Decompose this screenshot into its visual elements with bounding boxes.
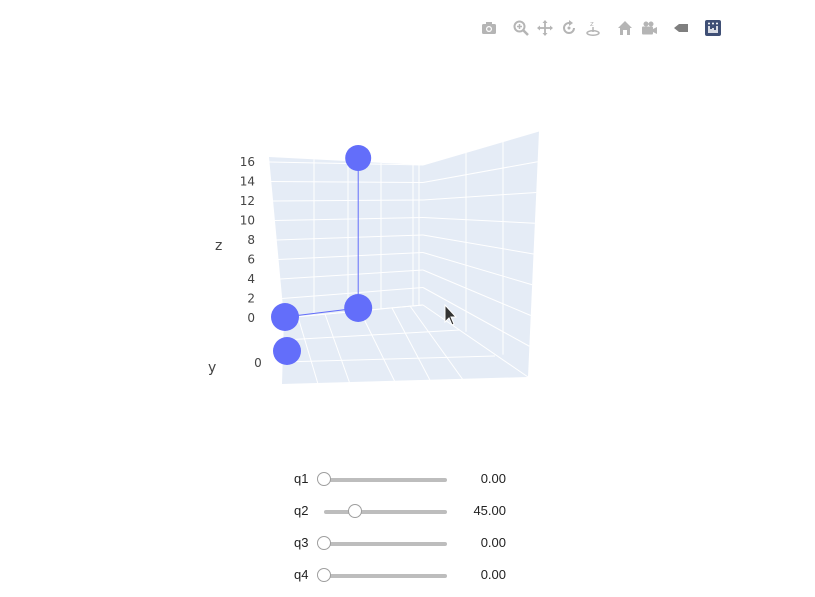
z-gridline-right [422,252,533,286]
z-gridline-right [422,287,530,347]
modebar: z [478,17,726,39]
pan-icon[interactable] [534,17,556,39]
slider-track[interactable] [324,542,447,546]
svg-text:z: z [590,20,594,28]
slider-handle[interactable] [317,568,331,582]
z-gridline-right [422,234,534,255]
home-icon[interactable] [614,17,636,39]
x-gridline-floor [391,307,433,385]
z-gridline-back [282,287,424,299]
slider-handle[interactable] [347,504,362,518]
slider-label: q3 [294,535,309,550]
z-gridline-back [280,269,424,280]
slider-row-q1: q1 0.00 [294,467,524,491]
slider-row-q3: q3 0.00 [294,531,524,555]
z-tick-label: 2 [247,292,255,306]
z-gridline-right [422,217,535,224]
data-point-marker[interactable] [273,337,301,365]
z-tick-label: 16 [240,155,255,169]
slider-track[interactable] [324,478,447,482]
z-gridline-back [270,181,424,183]
slider-row-q2: q2 45.00 [294,499,524,523]
camera-icon[interactable] [478,17,500,39]
scene-floor [282,305,528,384]
y-axis-title: y [208,360,216,376]
z-tick-label: 14 [240,175,255,189]
data-point-marker[interactable] [271,303,299,331]
slider-label: q4 [294,567,309,582]
slider-track[interactable] [324,574,447,578]
z-gridline-back [276,234,424,241]
mouse-cursor-icon [444,304,458,326]
slider-value: 0.00 [480,567,506,582]
z-tick-label: 8 [247,233,255,247]
slider-track[interactable] [324,510,447,514]
x-gridline-floor [324,313,351,385]
z-tick-label: 10 [240,214,255,228]
z-gridline-back [268,161,424,166]
slider-label: q1 [294,471,309,486]
x-gridline-floor [297,316,319,385]
z-gridline-back [278,252,424,260]
plotly-logo-icon[interactable] [702,17,724,39]
slider-label: q2 [294,503,309,518]
z-gridline-right [422,161,538,183]
slider-value: 45.00 [473,503,506,518]
x-gridline-floor [359,310,397,385]
zoom-icon[interactable] [510,17,532,39]
x-gridline-floor [409,305,467,385]
z-gridline-back [274,217,424,221]
z-tick-label: 0 [247,311,255,325]
orbit-rotation-icon[interactable] [558,17,580,39]
camera-video-icon[interactable] [638,17,660,39]
z-gridline-right [422,192,537,201]
z-tick-label: 12 [240,194,255,208]
z-axis-title: z [215,238,222,254]
y-gridline-floor [283,329,461,341]
slider-handle[interactable] [317,536,331,550]
slider-value: 0.00 [480,471,506,486]
z-tick-label: 6 [247,253,255,267]
z-gridline-right [422,304,529,378]
slider-value: 0.00 [480,535,506,550]
y-tick-label: 0 [254,356,262,370]
data-point-marker[interactable] [344,294,373,322]
slider-handle[interactable] [317,472,331,486]
slider-row-q4: q4 0.00 [294,563,524,587]
turntable-rotation-icon[interactable]: z [582,17,604,39]
tag-icon[interactable] [670,17,692,39]
z-gridline-right [422,130,540,166]
data-point-marker[interactable] [345,145,372,171]
z-gridline-right [422,269,531,316]
z-tick-label: 4 [247,272,255,286]
y-gridline-floor [282,355,496,363]
